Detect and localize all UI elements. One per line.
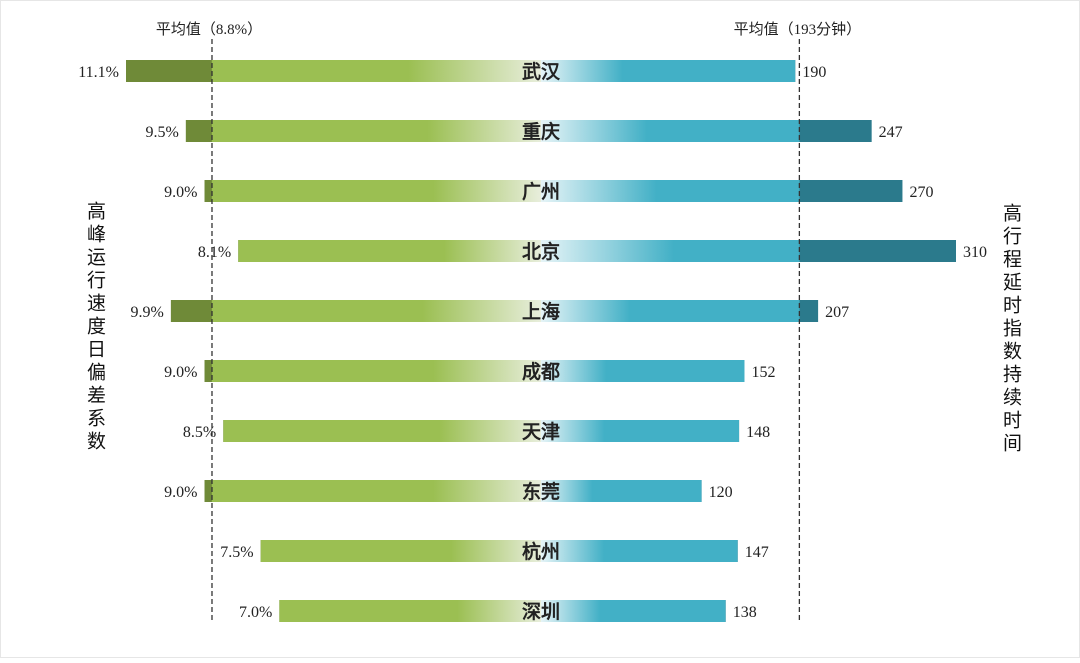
- left-bar: [185, 120, 541, 142]
- left-bar: [279, 600, 541, 622]
- left-axis-label: 高峰运行速度日偏差系数: [84, 201, 106, 454]
- left-value-label: 9.0%: [164, 184, 197, 201]
- right-bar: [541, 300, 819, 322]
- left-bar: [204, 360, 541, 382]
- right-value-label: 247: [879, 124, 903, 141]
- left-bar: [204, 480, 541, 502]
- right-value-label: 138: [733, 604, 757, 621]
- right-bar: [541, 180, 903, 202]
- right-value-label: 120: [709, 484, 733, 501]
- category-label: 深圳: [522, 600, 560, 623]
- left-value-label: 7.5%: [220, 544, 253, 561]
- right-axis-label: 高行程延时指数持续时间: [1000, 203, 1022, 456]
- right-bar: [541, 480, 702, 502]
- category-label: 广州: [522, 180, 560, 203]
- category-label: 重庆: [522, 120, 560, 143]
- left-bar: [170, 300, 541, 322]
- left-bar: [126, 60, 541, 82]
- category-label: 武汉: [522, 61, 561, 83]
- left-bar: [204, 180, 541, 202]
- left-bar: [223, 420, 541, 442]
- left-value-label: 9.0%: [164, 484, 197, 501]
- right-bar: [541, 600, 726, 622]
- right-average-label: 平均值（193分钟）: [734, 21, 862, 38]
- right-bar: [541, 420, 740, 442]
- left-value-label: 9.5%: [145, 124, 178, 141]
- right-value-label: 148: [746, 424, 770, 441]
- right-bar: [541, 240, 956, 262]
- right-bar: [541, 540, 738, 562]
- right-bar: [541, 120, 872, 142]
- left-value-label: 9.9%: [131, 304, 164, 321]
- right-bar: [541, 60, 796, 82]
- category-label: 北京: [522, 240, 560, 263]
- category-label: 东莞: [522, 480, 560, 503]
- left-value-label: 11.1%: [78, 64, 119, 81]
- category-label: 上海: [522, 300, 560, 323]
- left-value-label: 9.0%: [164, 364, 197, 381]
- left-value-label: 7.0%: [239, 604, 272, 621]
- left-average-label: 平均值（8.8%）: [156, 21, 262, 38]
- right-value-label: 310: [963, 244, 987, 261]
- left-value-label: 8.1%: [198, 244, 231, 261]
- right-value-label: 270: [909, 184, 933, 201]
- right-value-label: 207: [825, 304, 849, 321]
- right-value-label: 147: [745, 544, 769, 561]
- right-value-label: 152: [751, 364, 775, 381]
- right-value-label: 190: [802, 64, 826, 81]
- category-label: 天津: [522, 420, 560, 443]
- right-bar: [541, 360, 745, 382]
- left-value-label: 8.5%: [183, 424, 216, 441]
- category-label: 杭州: [522, 540, 560, 563]
- category-label: 成都: [522, 360, 560, 383]
- left-bar: [260, 540, 541, 562]
- left-bar: [238, 240, 541, 262]
